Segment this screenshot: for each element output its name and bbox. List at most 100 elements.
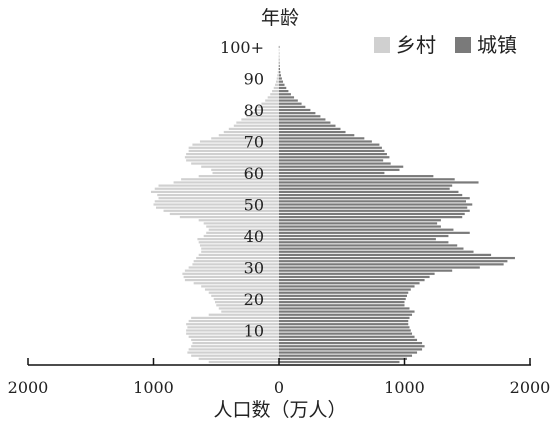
rural-bar-age-44 xyxy=(203,222,279,225)
urban-bar-age-15 xyxy=(279,313,413,316)
urban-bar-age-1 xyxy=(279,357,408,360)
rural-bar-age-71 xyxy=(211,137,279,140)
urban-bar-age-34 xyxy=(279,253,492,256)
rural-bar-age-67 xyxy=(188,149,279,153)
urban-bar-age-86 xyxy=(279,90,289,93)
urban-bar-age-37 xyxy=(279,244,458,247)
rural-bar-age-20 xyxy=(213,297,279,301)
urban-bar-age-6 xyxy=(279,342,423,345)
urban-bar-age-85 xyxy=(279,93,291,96)
urban-bar-age-82 xyxy=(279,102,302,105)
rural-bar-age-4 xyxy=(188,348,279,351)
rural-bar-age-53 xyxy=(157,193,279,197)
y-tick-label: 40 xyxy=(244,227,264,246)
y-tick-label: 20 xyxy=(244,290,264,309)
urban-bar-age-92 xyxy=(279,71,281,74)
rural-bars xyxy=(150,45,280,364)
urban-bar-age-65 xyxy=(279,156,390,159)
urban-bar-age-25 xyxy=(279,282,420,285)
urban-bar-age-69 xyxy=(279,143,380,146)
rural-bar-age-16 xyxy=(221,310,279,313)
urban-bar-age-23 xyxy=(279,288,411,291)
urban-bar-age-67 xyxy=(279,149,385,153)
rural-bar-age-40 xyxy=(203,234,279,238)
rural-bar-age-65 xyxy=(184,156,280,159)
urban-bar-age-55 xyxy=(279,187,450,190)
urban-bar-age-13 xyxy=(279,319,409,323)
urban-bar-age-30 xyxy=(279,266,480,269)
rural-bar-age-78 xyxy=(246,115,279,118)
urban-bar-age-71 xyxy=(279,137,365,140)
urban-bar-age-52 xyxy=(279,197,470,200)
urban-bar-age-0 xyxy=(279,360,400,364)
urban-bar-age-4 xyxy=(279,348,423,351)
urban-bar-age-53 xyxy=(279,193,463,197)
urban-bar-age-73 xyxy=(279,130,346,134)
urban-bar-age-3 xyxy=(279,351,418,354)
rural-bar-age-17 xyxy=(218,307,279,310)
urban-bar-age-32 xyxy=(279,260,508,263)
urban-bar-age-9 xyxy=(279,332,413,335)
urban-bar-age-26 xyxy=(279,279,425,282)
urban-bar-age-66 xyxy=(279,153,387,156)
rural-bar-age-60 xyxy=(212,171,280,175)
urban-bar-age-79 xyxy=(279,112,316,115)
rural-bar-age-68 xyxy=(188,146,279,149)
rural-bar-age-38 xyxy=(198,241,279,244)
urban-bar-age-49 xyxy=(279,206,468,209)
urban-bar-age-87 xyxy=(279,86,287,90)
legend: 乡村 城镇 xyxy=(374,33,517,57)
y-tick-label: 70 xyxy=(244,133,264,152)
rural-bar-age-22 xyxy=(208,291,279,294)
rural-bar-age-52 xyxy=(158,197,279,200)
rural-bar-age-9 xyxy=(186,332,279,335)
urban-bar-age-68 xyxy=(279,146,382,149)
rural-bar-age-100 xyxy=(278,45,279,49)
rural-bar-age-14 xyxy=(191,316,279,319)
rural-bar-age-50 xyxy=(153,203,279,206)
legend-swatch-urban xyxy=(455,37,471,53)
rural-bar-age-92 xyxy=(277,71,279,74)
rural-bar-age-13 xyxy=(188,319,279,323)
urban-bar-age-93 xyxy=(279,67,280,71)
rural-bar-age-11 xyxy=(187,326,279,329)
rural-bar-age-77 xyxy=(241,118,279,121)
rural-bar-age-18 xyxy=(216,304,279,307)
rural-bar-age-89 xyxy=(275,80,279,83)
rural-bar-age-39 xyxy=(197,238,280,241)
rural-bar-age-76 xyxy=(236,121,279,124)
x-tick-label: 0 xyxy=(274,378,284,397)
rural-bar-age-95 xyxy=(278,61,279,64)
urban-bar-age-19 xyxy=(279,301,405,304)
rural-bar-age-59 xyxy=(198,175,279,178)
urban-bar-age-7 xyxy=(279,338,418,342)
rural-bar-age-32 xyxy=(193,260,279,263)
urban-bar-age-12 xyxy=(279,323,409,326)
rural-bar-age-79 xyxy=(250,112,279,115)
rural-bar-age-30 xyxy=(188,266,279,269)
urban-bar-age-5 xyxy=(279,345,425,348)
rural-bar-age-85 xyxy=(270,93,279,96)
urban-bar-age-72 xyxy=(279,134,355,137)
rural-bar-age-2 xyxy=(191,354,279,357)
rural-bar-age-54 xyxy=(150,190,279,193)
rural-bar-age-91 xyxy=(277,74,279,77)
rural-bar-age-87 xyxy=(273,86,279,90)
urban-bar-age-11 xyxy=(279,326,410,329)
urban-bar-age-31 xyxy=(279,263,504,266)
rural-bar-age-31 xyxy=(192,263,279,266)
urban-bar-age-8 xyxy=(279,335,415,338)
urban-bar-age-61 xyxy=(279,168,400,171)
urban-bar-age-75 xyxy=(279,124,336,127)
urban-bar-age-56 xyxy=(279,184,453,187)
rural-bar-age-57 xyxy=(173,181,279,184)
rural-bar-age-8 xyxy=(188,335,279,338)
urban-bar-age-59 xyxy=(279,175,434,178)
rural-bar-age-45 xyxy=(198,219,279,222)
rural-bar-age-96 xyxy=(278,58,279,61)
rural-bar-age-80 xyxy=(253,108,279,112)
rural-bar-age-94 xyxy=(278,64,279,67)
urban-bar-age-16 xyxy=(279,310,415,313)
rural-bar-age-25 xyxy=(193,282,279,285)
